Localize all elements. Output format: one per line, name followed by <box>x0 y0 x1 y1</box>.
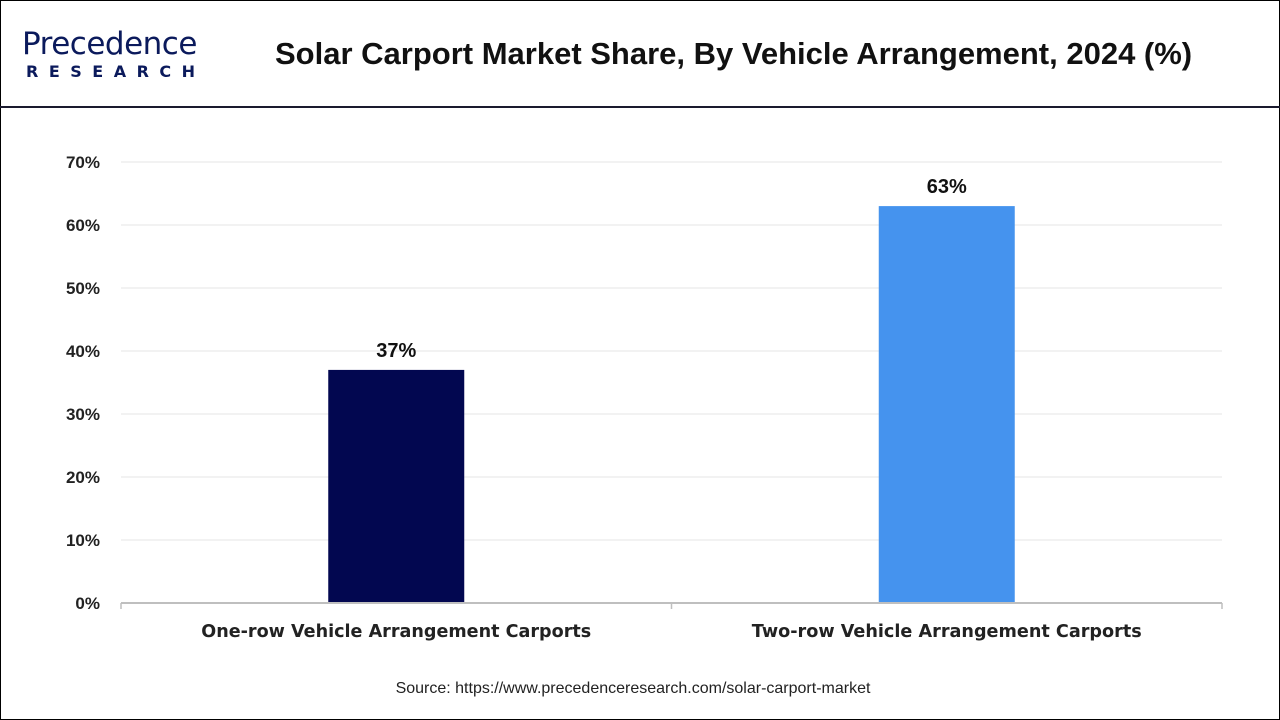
x-tick-label: Two-row Vehicle Arrangement Carports <box>752 621 1142 642</box>
precedence-research-logo: Precedence RESEARCH <box>22 28 206 81</box>
bar <box>328 369 465 603</box>
x-tick-label: One-row Vehicle Arrangement Carports <box>201 621 591 642</box>
chart-title: Solar Carport Market Share, By Vehicle A… <box>275 36 1193 71</box>
header: Precedence RESEARCH Solar Carport Market… <box>0 0 1280 108</box>
data-label: 37% <box>376 340 416 362</box>
y-tick-label: 70% <box>66 153 100 172</box>
y-tick-label: 20% <box>66 468 100 487</box>
logo-subtext: RESEARCH <box>26 62 206 81</box>
y-tick-label: 50% <box>66 279 100 298</box>
y-tick-label: 0% <box>75 594 100 613</box>
logo-text: Precedence <box>22 26 197 62</box>
y-tick-label: 40% <box>66 342 100 361</box>
source-note: Source: https://www.precedenceresearch.c… <box>395 680 871 697</box>
y-tick-label: 60% <box>66 216 100 235</box>
bar <box>878 206 1015 603</box>
data-label: 63% <box>927 176 967 198</box>
y-tick-label: 10% <box>66 531 100 550</box>
y-tick-label: 30% <box>66 405 100 424</box>
